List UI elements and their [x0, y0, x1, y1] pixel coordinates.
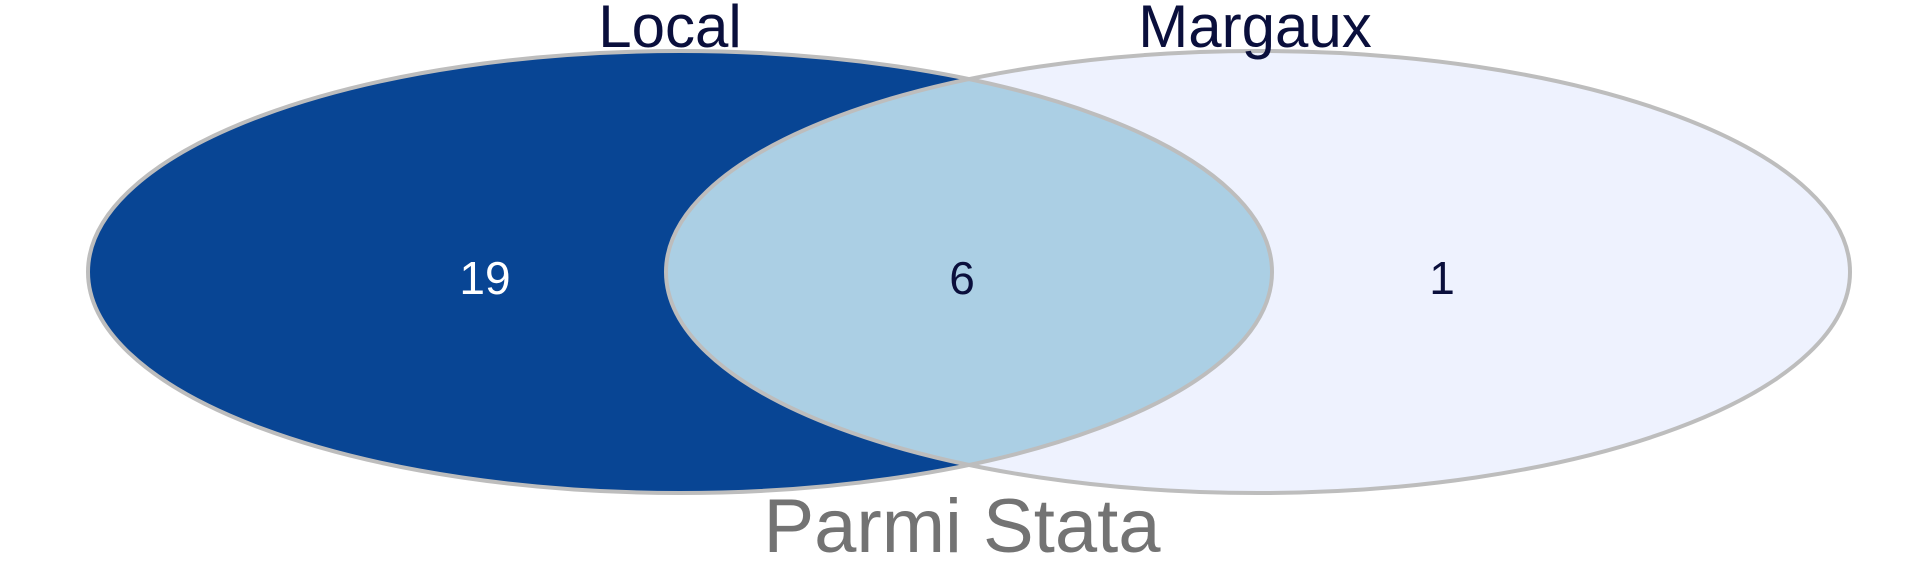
set-label-local: Local	[598, 0, 741, 60]
count-margaux-only: 1	[1429, 252, 1455, 304]
intersection-region	[666, 51, 1272, 493]
set-local-outline	[86, 49, 1274, 495]
set-label-margaux: Margaux	[1138, 0, 1371, 60]
count-intersection: 6	[949, 252, 975, 304]
diagram-caption: Parmi Stata	[763, 484, 1161, 569]
count-local-only: 19	[459, 252, 510, 304]
set-margaux-outline	[664, 49, 1852, 495]
